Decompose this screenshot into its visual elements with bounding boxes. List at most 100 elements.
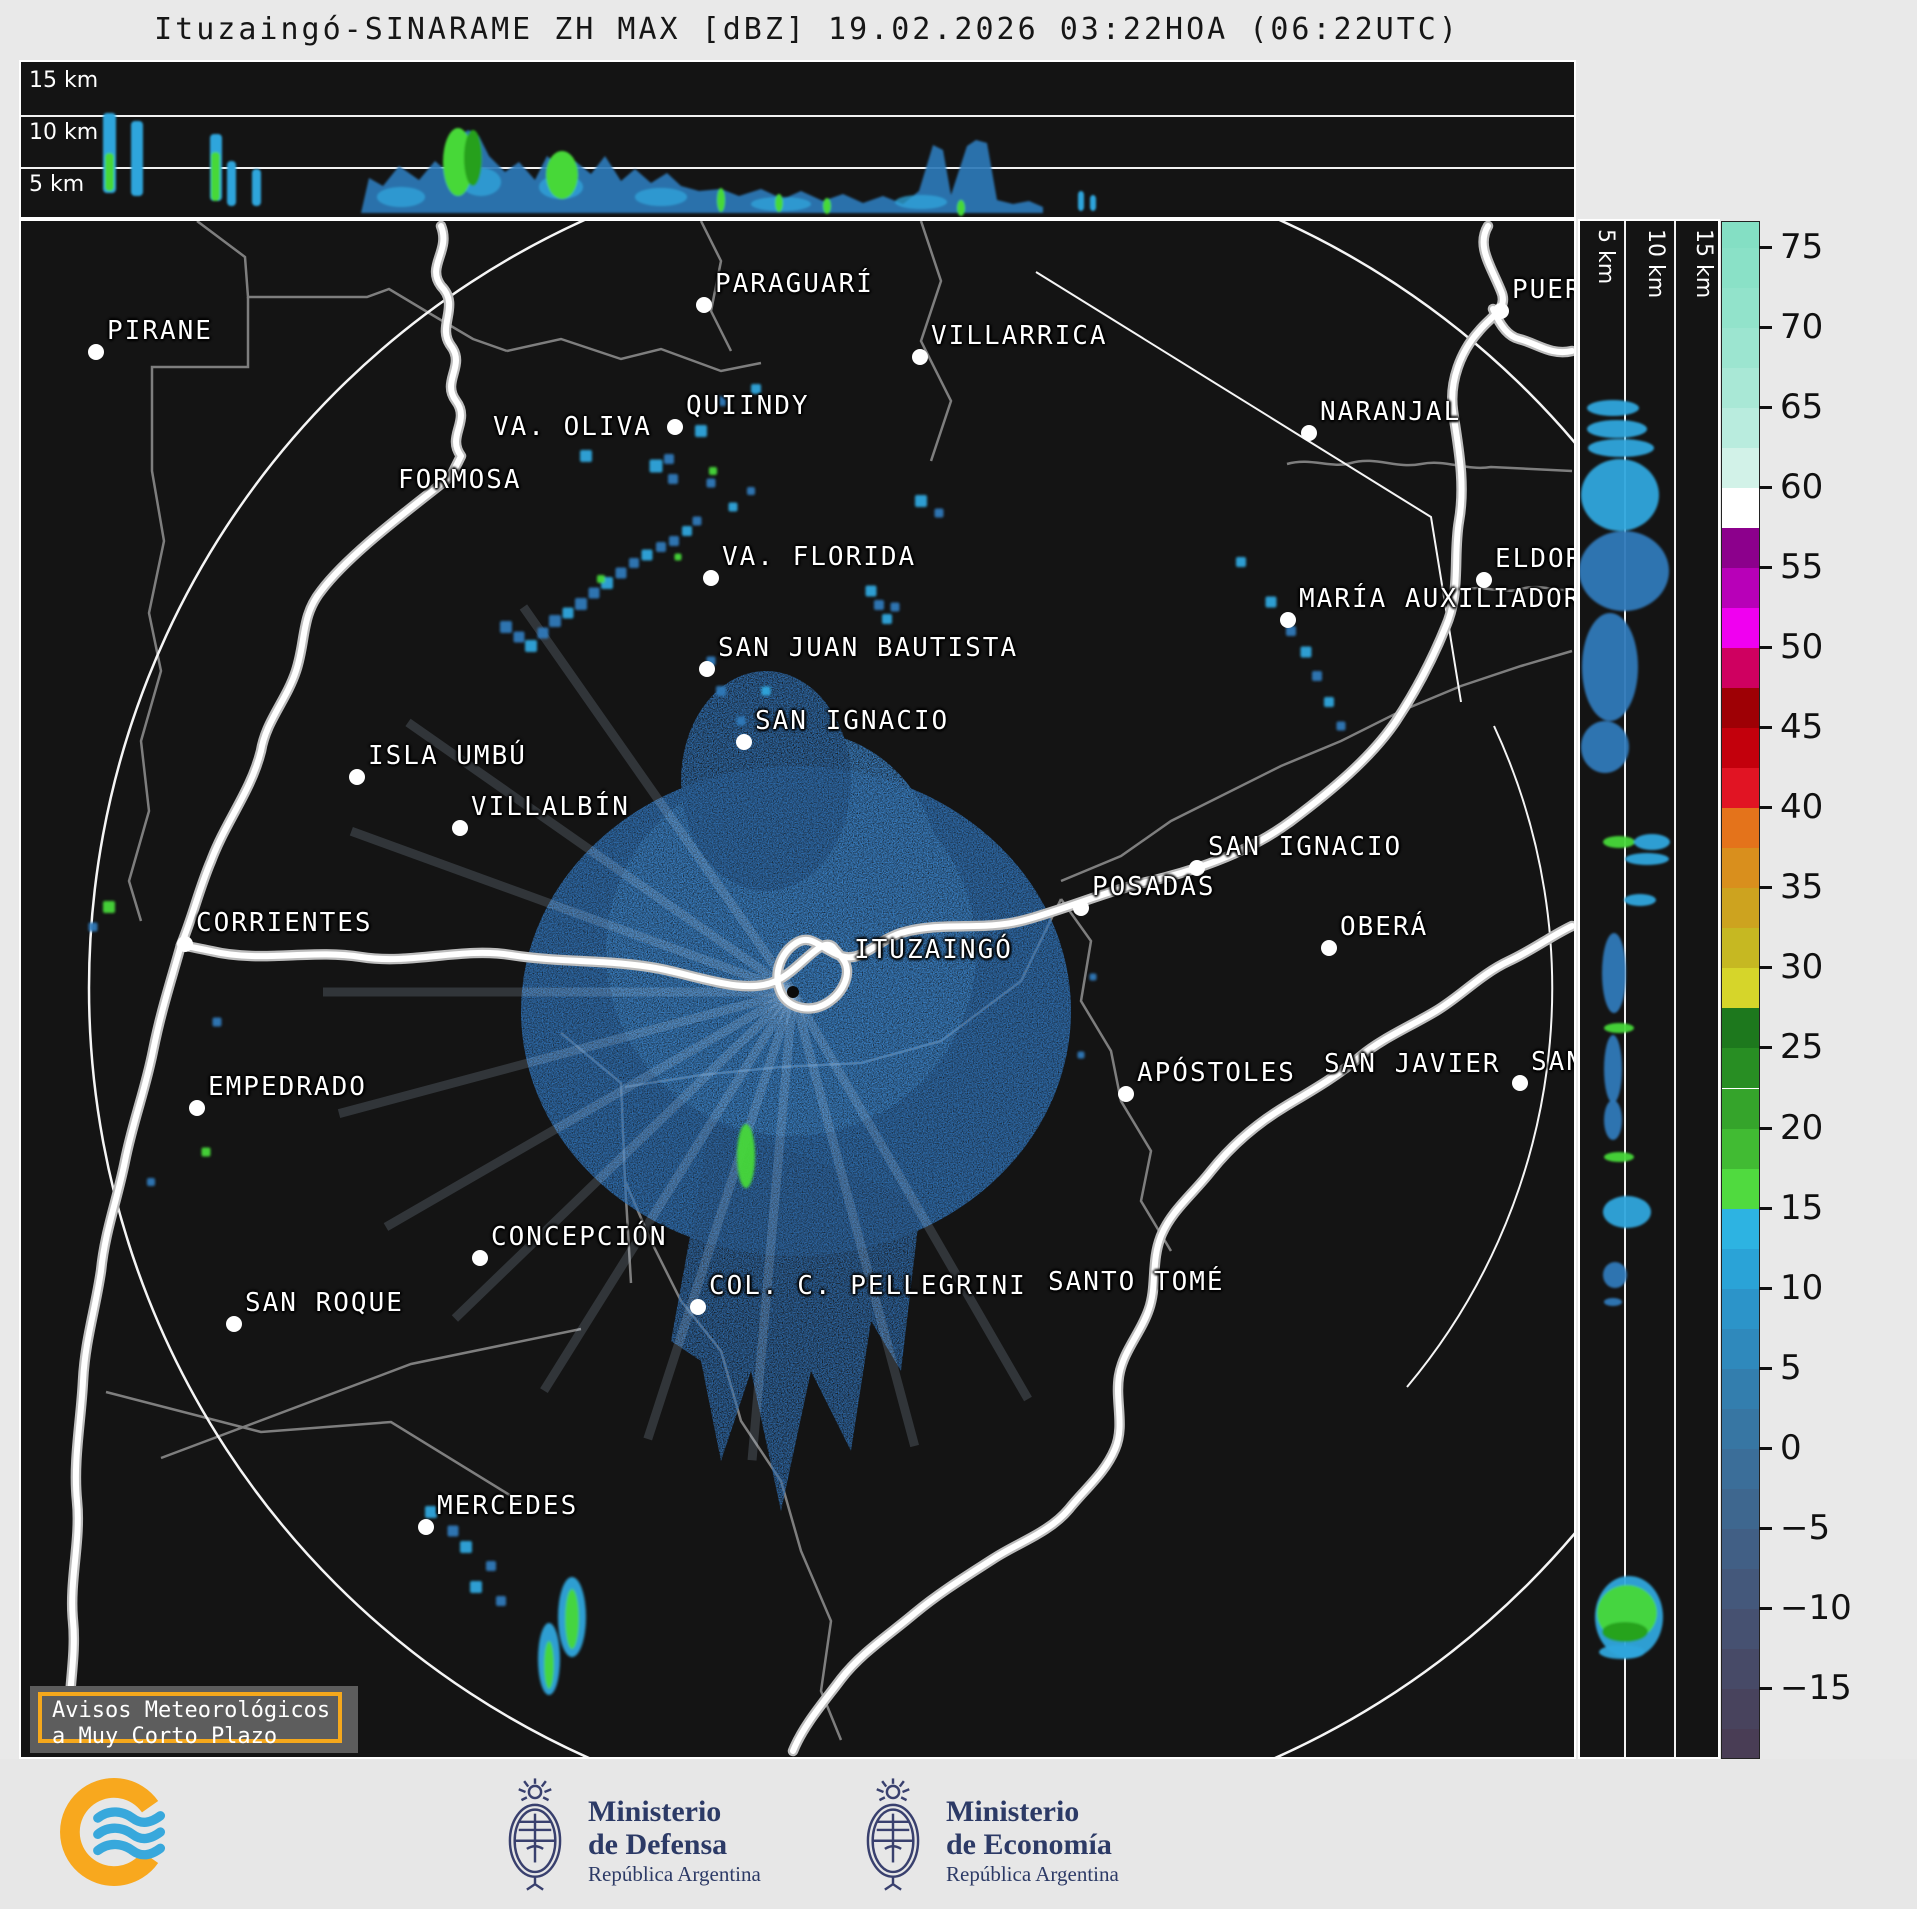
city-dot: [349, 769, 365, 785]
map-echo-cell: [425, 1506, 437, 1518]
defensa-line-1: Ministerio: [588, 1795, 722, 1828]
colorbar-segment: [1722, 1528, 1759, 1569]
colorbar-tick: [1759, 485, 1772, 489]
city-label: ITUZAINGÓ: [854, 935, 1013, 965]
colorbar-segment: [1722, 688, 1759, 729]
map-echo-cell: [747, 487, 755, 495]
city-label: VA. OLIVA: [493, 412, 652, 442]
colorbar-tick: [1759, 245, 1772, 249]
city-label: CONCEPCIÓN: [491, 1222, 668, 1252]
radar-map-panel: PIRANE PARAGUARÍ VILLARRICA QUIINDY VA. OLIV…: [19, 219, 1576, 1759]
right-echo-blob: [1580, 531, 1669, 611]
colorbar-tick-label: 10: [1780, 1267, 1824, 1308]
top-panel-axis-label: 5 km: [29, 172, 85, 197]
map-echo-cell: [103, 901, 115, 913]
map-echo-cell: [874, 600, 884, 610]
map-echo-streak: [565, 1589, 579, 1649]
map-echo-cell: [882, 614, 892, 624]
right-echo-blob: [1603, 1196, 1651, 1228]
colorbar-segment: [1722, 1128, 1759, 1169]
right-echo-blob: [1604, 1298, 1622, 1306]
right-echo-blob: [1582, 613, 1638, 721]
city-dot: [1512, 1075, 1528, 1091]
right-echo-blob: [1604, 1023, 1634, 1033]
top-echo-green-core: [823, 198, 831, 214]
colorbar-tick-label: 40: [1780, 787, 1824, 828]
colorbar-tick-label: 60: [1780, 466, 1824, 507]
colorbar-segment: [1722, 287, 1759, 328]
river-south: [66, 942, 184, 1742]
city-dot: [452, 820, 468, 836]
colorbar-segment: [1722, 407, 1759, 448]
map-echo-spoke: [451, 988, 797, 1322]
colorbar-segment: [1722, 487, 1759, 528]
city-dot: [1073, 900, 1089, 916]
top-echo-column: [105, 153, 114, 191]
map-echo-cell: [656, 542, 666, 552]
city-label: SAN JUAN BAUTISTA: [718, 633, 1019, 663]
colorbar-segment: [1722, 1368, 1759, 1409]
city-dot: [696, 297, 712, 313]
map-echo-cell: [513, 631, 525, 643]
map-echo-cell: [1300, 646, 1312, 658]
map-echo-cell: [1312, 671, 1322, 681]
map-echo-spoke: [789, 989, 1032, 1402]
radar-site-dot: [787, 986, 799, 998]
map-echo-cell: [716, 686, 726, 696]
right-panel-echoes: [1580, 400, 1670, 1659]
cross-section-top-panel: 15 km 10 km 5 km: [19, 60, 1576, 219]
warning-line-1: Avisos Meteorológicos: [52, 1698, 331, 1723]
map-echo-cell: [629, 558, 639, 568]
colorbar-segment: [1722, 447, 1759, 488]
top-panel-10km-line: [21, 115, 1574, 117]
map-echo-spoke: [747, 991, 798, 1461]
colorbar-tick-label: 30: [1780, 947, 1824, 988]
colorbar-tick-label: 75: [1780, 226, 1824, 267]
colorbar-segment: [1722, 1729, 1759, 1758]
river-paraguay: [178, 223, 464, 948]
colorbar-segment: [1722, 1168, 1759, 1209]
right-echo-blob: [1603, 1262, 1627, 1288]
colorbar-segment: [1722, 1328, 1759, 1369]
top-echo-column: [1090, 195, 1096, 211]
radar-map-graphics: [64, 221, 1574, 1757]
right-echo-blob: [1581, 721, 1629, 773]
map-echo-cell: [669, 536, 679, 546]
city-dot: [177, 936, 193, 952]
colorbar-tick: [1759, 1687, 1772, 1691]
map-echo-cell: [500, 621, 512, 633]
city-dot: [699, 661, 715, 677]
range-circle: [88, 221, 1574, 1757]
defensa-line-3: República Argentina: [588, 1862, 761, 1886]
colorbar-tick: [1759, 886, 1772, 890]
graticule-line-ne: [1035, 271, 1462, 703]
colorbar-tick: [1759, 1526, 1772, 1530]
city-dot: [1280, 612, 1296, 628]
range-rings: [88, 221, 1574, 1757]
map-echo-cell: [706, 478, 716, 488]
map-echo-cell: [728, 502, 738, 512]
city-label: APÓSTOLES: [1137, 1058, 1296, 1088]
right-echo-blob: [1581, 459, 1659, 531]
colorbar-tick-label: 50: [1780, 627, 1824, 668]
warning-box[interactable]: Avisos Meteorológicos a Muy Corto Plazo: [38, 1692, 342, 1749]
city-dot: [912, 349, 928, 365]
map-echo-cell: [934, 508, 944, 518]
top-echo-column: [211, 152, 220, 201]
right-panel-5km-line: [1624, 221, 1626, 1757]
city-label: VILLARRICA: [931, 321, 1108, 351]
colorbar-segment: [1722, 1649, 1759, 1690]
colorbar-segment: [1722, 1088, 1759, 1129]
map-echo-cell: [447, 1525, 459, 1537]
map-echo-cell: [537, 627, 549, 639]
colorbar-tick-label: 70: [1780, 306, 1824, 347]
map-echo-cell: [575, 598, 587, 610]
footer: Servicio Meteorológico Nacional Argentin…: [0, 1759, 1917, 1909]
map-echo-cell: [641, 549, 653, 561]
colorbar-segment: [1722, 1689, 1759, 1730]
city-label: OBERÁ: [1340, 912, 1429, 942]
city-dot: [667, 419, 683, 435]
top-echo-green-core: [546, 151, 578, 199]
map-echo-cell: [212, 1017, 222, 1027]
cross-section-right-panel: 5 km 10 km 15 km: [1578, 219, 1720, 1759]
